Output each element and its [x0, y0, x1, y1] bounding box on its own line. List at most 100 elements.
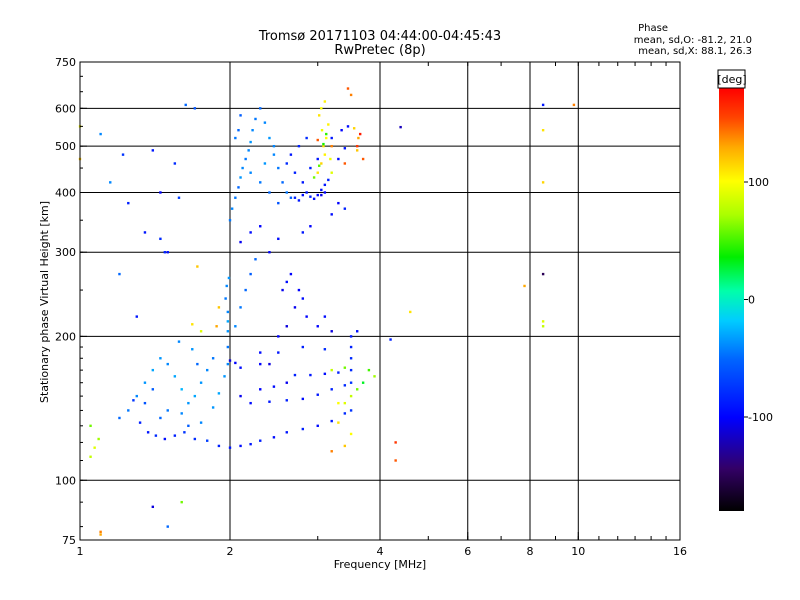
data-point	[343, 444, 347, 448]
data-point	[268, 251, 271, 254]
data-point	[277, 201, 280, 205]
data-point	[349, 93, 353, 97]
data-point	[367, 368, 371, 372]
data-point	[320, 193, 323, 197]
data-point	[305, 136, 308, 140]
data-point	[301, 181, 305, 184]
data-point	[329, 157, 332, 161]
data-point	[277, 237, 280, 241]
data-point	[337, 421, 340, 424]
data-point	[346, 87, 350, 90]
data-point	[184, 103, 187, 107]
data-point	[109, 181, 112, 184]
data-point	[173, 162, 177, 165]
data-point	[166, 362, 169, 366]
data-point	[234, 196, 237, 199]
data-point	[309, 373, 312, 377]
data-point	[249, 442, 252, 446]
data-point	[320, 162, 323, 165]
colorbar-label: [deg]	[717, 73, 746, 86]
data-point	[337, 401, 340, 405]
data-point	[285, 280, 288, 284]
stats-x-line: mean, sd,X: 88.1, 26.3	[638, 46, 752, 57]
data-point	[223, 375, 226, 378]
colorbar-label-box	[717, 69, 746, 89]
data-point	[259, 107, 262, 110]
x-tick-label: 8	[527, 545, 534, 558]
data-point	[309, 195, 312, 198]
data-point	[541, 103, 545, 107]
x-tick-label: 1	[77, 545, 84, 558]
data-point	[277, 335, 280, 338]
chart-subtitle: RwPretec (8p)	[334, 43, 425, 58]
data-point	[330, 171, 333, 174]
data-point	[249, 401, 252, 405]
data-point	[118, 416, 121, 420]
data-point	[226, 345, 230, 349]
data-point	[132, 399, 135, 402]
data-point	[349, 345, 353, 349]
data-point	[89, 455, 92, 458]
y-tick-label: 200	[55, 330, 76, 343]
data-point	[187, 401, 190, 405]
data-point	[301, 427, 305, 431]
data-point	[305, 315, 308, 318]
data-point	[337, 157, 340, 161]
data-point	[249, 140, 252, 144]
data-point	[277, 166, 280, 170]
data-point	[316, 157, 319, 161]
data-point	[99, 533, 102, 536]
data-point	[272, 153, 276, 156]
data-point	[247, 149, 250, 152]
data-point	[572, 103, 576, 107]
grid-lines	[80, 62, 680, 540]
data-point	[285, 431, 288, 434]
data-point	[343, 401, 347, 405]
data-point	[343, 147, 347, 150]
data-point	[316, 193, 319, 197]
data-point	[228, 219, 232, 222]
data-point	[285, 191, 288, 194]
data-point	[541, 128, 545, 132]
data-point	[285, 162, 288, 165]
data-point	[268, 400, 271, 403]
data-point	[289, 272, 293, 276]
data-point	[259, 362, 262, 366]
data-point	[249, 272, 252, 276]
data-point	[239, 240, 242, 244]
data-point	[281, 288, 284, 292]
data-point	[227, 276, 231, 280]
data-point	[259, 181, 262, 184]
data-point	[97, 437, 100, 441]
data-point	[297, 144, 301, 148]
data-point	[301, 397, 305, 401]
data-point	[228, 359, 232, 362]
data-point	[143, 381, 147, 384]
data-point	[301, 297, 305, 300]
data-point	[151, 368, 155, 372]
data-point	[541, 325, 545, 328]
data-point	[330, 388, 333, 391]
data-point	[349, 394, 353, 398]
data-point	[226, 362, 230, 366]
x-tick-label: 16	[673, 545, 687, 558]
data-point	[234, 136, 237, 140]
data-point	[234, 325, 237, 328]
data-point	[173, 375, 177, 378]
data-point	[193, 107, 197, 110]
data-point	[309, 225, 312, 228]
data-point	[249, 171, 252, 174]
data-point	[285, 325, 288, 328]
data-point	[312, 197, 316, 201]
data-point	[127, 409, 130, 412]
data-point	[146, 431, 150, 434]
data-point	[99, 530, 102, 534]
data-point	[361, 157, 365, 161]
data-point	[316, 393, 319, 396]
y-tick-label: 600	[55, 102, 76, 115]
data-point	[183, 431, 186, 434]
data-point	[143, 401, 147, 405]
data-point	[196, 362, 199, 366]
data-point	[293, 306, 297, 309]
data-point	[239, 444, 242, 448]
